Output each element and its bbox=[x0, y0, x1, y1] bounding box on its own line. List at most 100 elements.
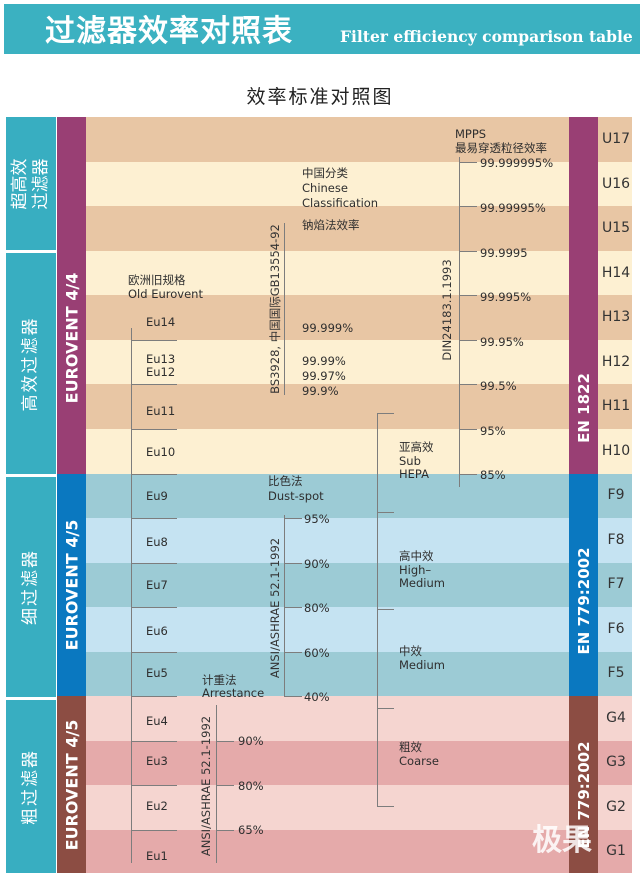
mpps-value: 99.5% bbox=[480, 379, 517, 393]
mpps-value: 85% bbox=[480, 468, 506, 482]
row-h10 bbox=[86, 429, 632, 474]
grade-label: F5 bbox=[607, 665, 625, 681]
eurovent-label: EUROVENT 4/5 bbox=[62, 519, 81, 651]
arrestance-title-en: Arrestance bbox=[202, 686, 265, 700]
dust-spot-tick bbox=[284, 652, 302, 653]
dust-spot-title-en: Dust-spot bbox=[268, 489, 324, 503]
arrestance-value: 65% bbox=[238, 823, 264, 837]
dust-spot-title-cn: 比色法 bbox=[268, 474, 303, 488]
grade-label: G3 bbox=[606, 754, 626, 770]
dust-spot-value: 60% bbox=[304, 646, 330, 660]
old-eurovent-title-en: Old Eurovent bbox=[128, 287, 203, 301]
mpps-tick bbox=[459, 295, 477, 296]
group-coarse-cn: 粗效 bbox=[399, 740, 422, 754]
mpps-value: 95% bbox=[480, 424, 506, 438]
row-f9 bbox=[86, 474, 632, 519]
gb-standard-label: BS3928, 中国国际GB13554-92 bbox=[268, 224, 282, 394]
row-g3 bbox=[86, 741, 632, 786]
arrestance-tick bbox=[216, 741, 234, 742]
group-medium-cn: 中效 bbox=[399, 644, 422, 658]
eu-grade: Eu14 bbox=[146, 315, 176, 329]
eurovent-label: EUROVENT 4/4 bbox=[62, 272, 81, 403]
eu-grade: Eu2 bbox=[146, 799, 168, 813]
en-779-fine-bar: EN 779:2002 bbox=[569, 474, 598, 696]
chinese-value: 99.97% bbox=[302, 369, 346, 383]
bracket-tick bbox=[131, 429, 177, 430]
chinese-value: 99.999% bbox=[302, 321, 354, 335]
dust-spot-tick bbox=[284, 607, 302, 608]
chinese-classification-title-en: Classification bbox=[302, 196, 379, 210]
ansi-dust-spot-label-wrap: ANSI/ASHRAE 52.1-1992 bbox=[268, 530, 282, 686]
group-sub-hepa-en: HEPA bbox=[399, 467, 429, 481]
row-f6 bbox=[86, 607, 632, 652]
chinese-classification-title-en: Chinese bbox=[302, 181, 348, 195]
eu-grade: Eu3 bbox=[146, 754, 168, 768]
group-tick bbox=[377, 806, 394, 807]
grade-label: G1 bbox=[606, 843, 626, 859]
category-ulpa: 超高效 过滤器 bbox=[6, 117, 56, 251]
mpps-value: 99.99995% bbox=[480, 201, 546, 215]
category-divider bbox=[6, 474, 56, 477]
grade-label: H14 bbox=[601, 265, 631, 281]
category-divider bbox=[6, 250, 56, 253]
row-h14 bbox=[86, 251, 632, 296]
grade-label: F7 bbox=[607, 576, 625, 592]
row-f8 bbox=[86, 518, 632, 563]
eu-grade: Eu11 bbox=[146, 404, 176, 418]
din-standard-label-wrap: DIN24183.1.1993 bbox=[440, 240, 454, 380]
chinese-classification-title-cn: 中国分类 bbox=[302, 166, 348, 180]
eu-grade: Eu12 bbox=[146, 365, 176, 379]
grade-label: U17 bbox=[601, 131, 631, 147]
eu-grade: Eu9 bbox=[146, 489, 168, 503]
bracket-tick bbox=[131, 696, 177, 697]
chart-subtitle: 效率标准对照图 bbox=[246, 86, 394, 108]
grade-label: G2 bbox=[606, 799, 626, 815]
category-label: 细过滤器 bbox=[20, 549, 41, 625]
row-f5 bbox=[86, 652, 632, 697]
dust-spot-value: 40% bbox=[304, 690, 330, 704]
bracket-tick bbox=[131, 652, 177, 653]
dust-spot-tick bbox=[284, 696, 302, 697]
gb-standard-label-wrap: BS3928, 中国国际GB13554-92 bbox=[268, 223, 282, 395]
bracket-tick bbox=[131, 741, 177, 742]
grade-label: U15 bbox=[601, 220, 631, 236]
eu-grade: Eu13 bbox=[146, 352, 176, 366]
old-eurovent-title-cn: 欧洲旧规格 bbox=[128, 273, 186, 287]
en-779-coarse-bar: EN 779:2002 bbox=[569, 696, 598, 873]
row-h13 bbox=[86, 295, 632, 340]
eu-grade: Eu10 bbox=[146, 445, 176, 459]
row-u15 bbox=[86, 206, 632, 251]
group-tick bbox=[377, 708, 394, 709]
grade-label: F8 bbox=[607, 532, 625, 548]
row-u16 bbox=[86, 162, 632, 207]
chinese-value: 99.99% bbox=[302, 354, 346, 368]
grade-label: F9 bbox=[607, 487, 625, 503]
group-medium-en: Medium bbox=[399, 658, 445, 672]
arrestance-tick bbox=[216, 785, 234, 786]
bracket-tick bbox=[131, 607, 177, 608]
category-label: 高效过滤器 bbox=[20, 316, 41, 411]
row-f7 bbox=[86, 563, 632, 608]
group-high-medium-en: High– bbox=[399, 563, 432, 577]
row-h12 bbox=[86, 340, 632, 385]
bracket-tick bbox=[131, 474, 177, 475]
mpps-value: 99.9995 bbox=[480, 246, 528, 260]
arrestance-value: 80% bbox=[238, 779, 264, 793]
page-title: 过滤器效率对照表 bbox=[45, 14, 293, 49]
group-high-medium-cn: 高中效 bbox=[399, 549, 434, 563]
row-g4 bbox=[86, 696, 632, 741]
bracket-tick bbox=[131, 518, 177, 519]
grade-label: H11 bbox=[601, 398, 631, 414]
arrestance-bracket bbox=[216, 705, 217, 863]
group-high-medium-en: Medium bbox=[399, 576, 445, 590]
eu-grade: Eu7 bbox=[146, 578, 168, 592]
eurovent-label: EUROVENT 4/5 bbox=[62, 719, 81, 850]
dust-spot-tick bbox=[284, 563, 302, 564]
mpps-value: 99.995% bbox=[480, 290, 532, 304]
dust-spot-value: 90% bbox=[304, 557, 330, 571]
mpps-title-cn: 最易穿透粒径效率 bbox=[455, 141, 547, 155]
row-g2 bbox=[86, 785, 632, 830]
dust-spot-bracket bbox=[284, 515, 285, 697]
category-hepa: 高效过滤器 bbox=[6, 253, 56, 474]
grade-label: H13 bbox=[601, 309, 631, 325]
